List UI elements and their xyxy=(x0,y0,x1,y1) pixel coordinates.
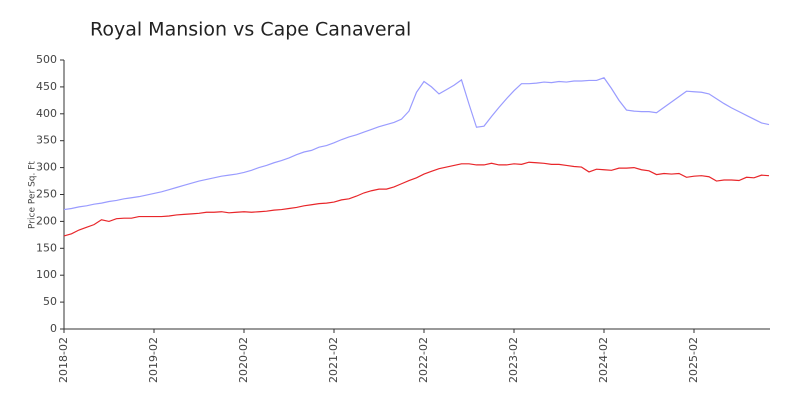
x-tick-label: 2024-02 xyxy=(597,337,610,383)
y-tick-label: 100 xyxy=(36,268,57,281)
x-tick-label: 2019-02 xyxy=(147,337,160,383)
x-tick-label: 2025-02 xyxy=(687,337,700,383)
y-tick-label: 450 xyxy=(36,80,57,93)
y-tick-label: 150 xyxy=(36,241,57,254)
y-tick-label: 300 xyxy=(36,161,57,174)
x-tick-label: 2020-02 xyxy=(237,337,250,383)
y-tick-label: 250 xyxy=(36,188,57,201)
y-tick-label: 0 xyxy=(50,322,57,335)
y-tick-label: 500 xyxy=(36,53,57,66)
y-tick-label: 350 xyxy=(36,134,57,147)
chart-title: Royal Mansion vs Cape Canaveral xyxy=(90,19,411,41)
line-series xyxy=(63,161,770,237)
y-axis-label: Price Per Sq. Ft xyxy=(28,161,38,229)
y-tick-label: 200 xyxy=(36,214,57,227)
x-tick-label: 2022-02 xyxy=(417,337,430,383)
line-series xyxy=(63,77,770,211)
x-tick-label: 2021-02 xyxy=(327,337,340,383)
x-tick-label: 2018-02 xyxy=(57,337,70,383)
y-tick-label: 400 xyxy=(36,107,57,120)
y-tick-label: 50 xyxy=(43,295,57,308)
x-tick-label: 2023-02 xyxy=(507,337,520,383)
